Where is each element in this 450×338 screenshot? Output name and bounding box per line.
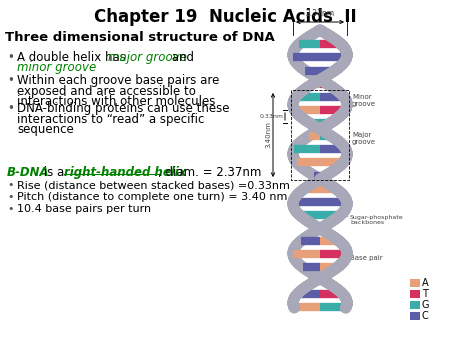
Text: C: C [422, 311, 429, 321]
Text: B-DNA: B-DNA [7, 166, 50, 179]
Text: minor groove: minor groove [17, 62, 96, 74]
Text: interactions with other molecules: interactions with other molecules [17, 95, 216, 108]
Text: 2.37nm: 2.37nm [306, 9, 334, 18]
Text: and: and [168, 51, 194, 64]
Text: 0.33nm: 0.33nm [260, 114, 284, 119]
Bar [410, 301, 420, 309]
Text: •: • [7, 180, 14, 190]
Text: •: • [7, 102, 14, 115]
Text: •: • [7, 192, 14, 202]
Text: Chapter 19  Nucleic Acids  II: Chapter 19 Nucleic Acids II [94, 8, 356, 26]
Text: •: • [7, 204, 14, 214]
Text: , diam. = 2.37nm: , diam. = 2.37nm [158, 166, 261, 179]
Text: A double helix has: A double helix has [17, 51, 130, 64]
Text: Major
groove: Major groove [352, 132, 376, 145]
Text: G: G [422, 300, 429, 310]
Text: Pitch (distance to complete one turn) = 3.40 nm: Pitch (distance to complete one turn) = … [17, 192, 288, 202]
Text: •: • [7, 51, 14, 64]
Text: Minor
groove: Minor groove [352, 94, 376, 107]
Text: Within each groove base pairs are: Within each groove base pairs are [17, 74, 220, 87]
Text: is a: is a [40, 166, 68, 179]
Bar [410, 290, 420, 298]
Text: 10.4 base pairs per turn: 10.4 base pairs per turn [17, 204, 151, 214]
Text: Sugar-phosphate
backbones: Sugar-phosphate backbones [350, 215, 404, 225]
Text: sequence: sequence [17, 123, 74, 136]
Text: Rise (distance between stacked bases) =0.33nm: Rise (distance between stacked bases) =0… [17, 180, 290, 190]
Text: interactions to “read” a specific: interactions to “read” a specific [17, 113, 204, 125]
Bar [410, 279, 420, 287]
Text: exposed and are accessible to: exposed and are accessible to [17, 84, 196, 97]
Text: right-handed helix: right-handed helix [64, 166, 186, 179]
Text: A: A [422, 278, 428, 288]
Text: Base pair: Base pair [350, 255, 382, 261]
Text: major groove: major groove [108, 51, 187, 64]
Text: DNA-binding proteins can use these: DNA-binding proteins can use these [17, 102, 230, 115]
Bar [410, 312, 420, 320]
Text: Three dimensional structure of DNA: Three dimensional structure of DNA [5, 31, 275, 44]
Text: 3.40nm: 3.40nm [265, 122, 271, 148]
Text: T: T [422, 289, 428, 299]
Text: •: • [7, 74, 14, 87]
